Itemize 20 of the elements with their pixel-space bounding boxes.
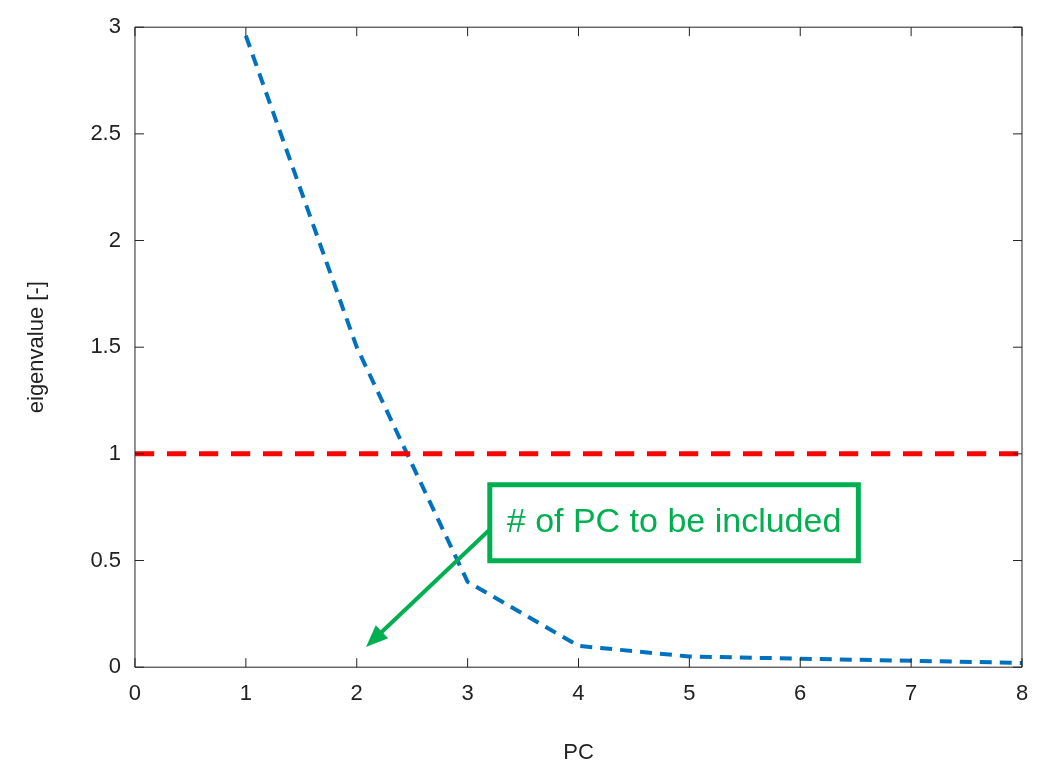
x-tick-label: 8 <box>1015 680 1029 706</box>
annotation: # of PC to be included <box>506 501 842 540</box>
y-tick-label: 2 <box>108 226 121 252</box>
y-tick-label: 0 <box>108 653 121 679</box>
y-tick-label: 0.5 <box>90 546 121 572</box>
x-tick-label: 6 <box>794 680 807 706</box>
x-tick-label: 5 <box>683 680 696 706</box>
x-tick-label: 4 <box>572 680 585 706</box>
y-tick-label: 1 <box>108 439 121 465</box>
line-series <box>243 33 1022 665</box>
x-tick-label: 7 <box>905 680 918 706</box>
x-axis-title: PC <box>563 738 594 764</box>
y-tick-label: 2.5 <box>90 119 121 145</box>
x-tick-label: 0 <box>128 680 142 706</box>
y-axis-title: eigenvalue [-] <box>23 281 49 414</box>
x-tick-label: 2 <box>350 680 363 706</box>
x-tick-label: 1 <box>239 680 252 706</box>
y-tick-label: 3 <box>108 13 121 39</box>
x-tick-label: 3 <box>461 680 474 706</box>
y-tick-label: 1.5 <box>90 333 121 359</box>
